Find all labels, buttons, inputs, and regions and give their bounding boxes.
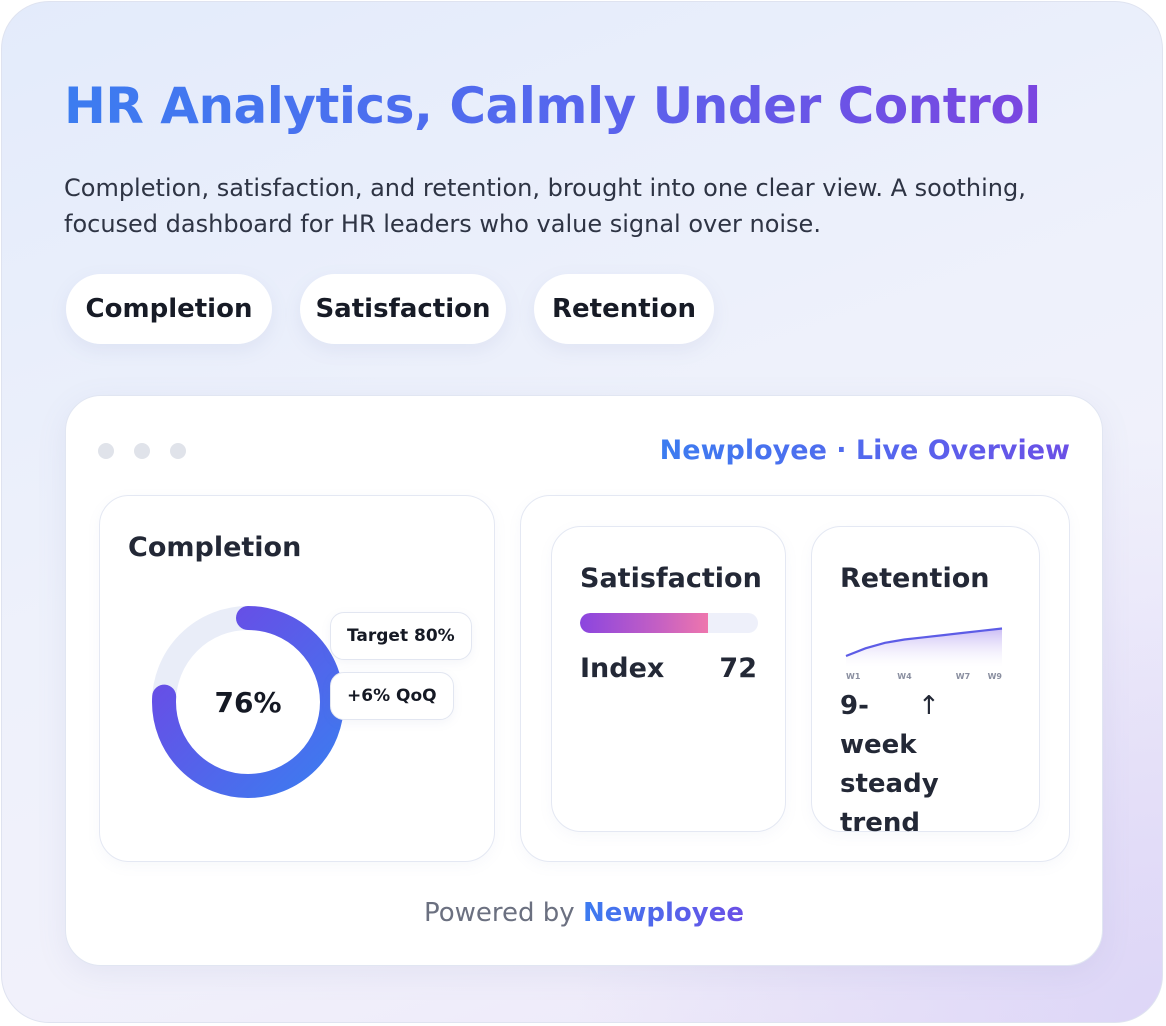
- completion-donut: 76%: [150, 604, 346, 800]
- dashboard-window: Newployee · Live Overview Completion 76%: [65, 395, 1103, 966]
- satisfaction-bar: [580, 613, 758, 633]
- index-label: Index: [580, 653, 665, 684]
- window-dot: [98, 443, 114, 459]
- window-dot: [134, 443, 150, 459]
- brand-link[interactable]: Newployee: [582, 898, 744, 928]
- satisfaction-bar-fill: [580, 613, 709, 633]
- retention-area: [846, 628, 1002, 667]
- powered-by-prefix: Powered by: [424, 898, 575, 928]
- satisfaction-card: Satisfaction Index 72: [551, 526, 786, 832]
- completion-card: Completion 76% Target 80% +6% QoQ: [99, 495, 495, 862]
- retention-trend: 9- ↑ week steady trend: [840, 687, 1020, 843]
- target-badge: Target 80%: [330, 612, 472, 660]
- retention-title: Retention: [840, 563, 990, 594]
- retention-card: Retention W1 W4 W7 W9 9- ↑ week steady tr: [811, 526, 1040, 838]
- pill-retention[interactable]: Retention: [534, 274, 714, 344]
- week-tick-label: W7: [956, 672, 970, 681]
- arrow-up-icon: ↑: [918, 691, 940, 721]
- week-tick-label: W4: [897, 672, 912, 681]
- retention-sparkline: W1 W4 W7 W9: [845, 627, 1003, 681]
- page-subtitle: Completion, satisfaction, and retention,…: [64, 174, 1026, 238]
- dashboard-title: Newployee · Live Overview: [660, 432, 1070, 470]
- completion-value: 76%: [214, 685, 282, 719]
- window-dot: [170, 443, 186, 459]
- powered-by: Powered by Newployee: [66, 898, 1102, 928]
- retention-line: [845, 627, 1003, 658]
- satisfaction-title: Satisfaction: [580, 563, 762, 594]
- completion-title: Completion: [128, 532, 302, 563]
- secondary-metrics-panel: Satisfaction Index 72 Retention: [520, 495, 1070, 862]
- trend-text-first: 9-: [840, 691, 869, 721]
- pill-satisfaction[interactable]: Satisfaction: [300, 274, 506, 344]
- qoq-badge: +6% QoQ: [330, 672, 454, 720]
- index-value: 72: [719, 653, 757, 684]
- page-title: HR Analytics, Calmly Under Control: [64, 74, 1041, 138]
- week-tick-label: W1: [846, 672, 861, 681]
- trend-text-rest: week steady trend: [840, 730, 939, 838]
- week-tick-label: W9: [988, 672, 1003, 681]
- pill-completion[interactable]: Completion: [66, 274, 272, 344]
